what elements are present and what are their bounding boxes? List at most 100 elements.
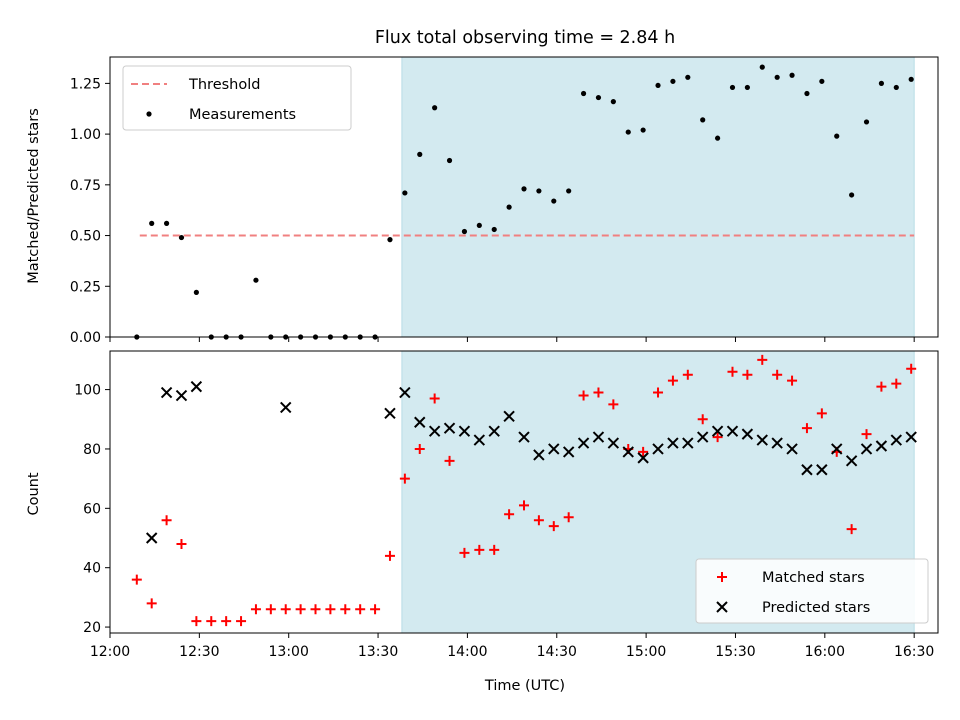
measurements-point	[595, 94, 602, 101]
measurements-point	[506, 204, 512, 210]
x-axis-label: Time (UTC)	[484, 678, 565, 694]
y-tick-label: 0.75	[70, 178, 101, 194]
legend-box	[122, 65, 352, 131]
matched-stars-point	[176, 538, 187, 549]
predicted-stars-point	[831, 443, 843, 455]
y-tick-label: 40	[83, 561, 101, 577]
matched-stars-point	[399, 473, 410, 484]
predicted-stars-point	[414, 416, 426, 428]
measurements-point	[402, 190, 408, 196]
matched-stars-point	[712, 432, 723, 443]
predicted-stars-point	[890, 434, 903, 446]
predicted-stars-point	[384, 407, 396, 420]
bottom-panel-counts: 20 40 60 80 100 12:00 12:30 13:00 13:30 14:00 14:3…	[74, 350, 939, 660]
legend: Threshold Measurements	[122, 65, 352, 131]
predicted-stars-point	[622, 446, 634, 458]
predicted-stars-point	[562, 446, 575, 458]
predicted-stars-point	[741, 428, 754, 440]
predicted-stars-point	[533, 449, 545, 461]
matched-stars-point	[504, 509, 515, 520]
y-tick-label: 1.00	[70, 127, 101, 143]
measurements-point	[163, 220, 170, 226]
predicted-stars-point	[607, 437, 620, 449]
predicted-stars-point	[771, 437, 783, 449]
predicted-stars-point	[637, 452, 649, 464]
y-tick-label: 100	[74, 383, 101, 399]
measurements-point	[610, 99, 616, 105]
matched-stars-point	[891, 378, 902, 389]
y-tick-label: 0.50	[70, 229, 101, 245]
measurements-point	[819, 78, 825, 84]
predicted-stars-point	[756, 434, 768, 446]
predicted-stars-point	[428, 425, 441, 437]
measurements-point	[729, 84, 736, 91]
matched-stars-point	[250, 604, 261, 615]
measurements-point	[700, 117, 706, 123]
matched-stars-point	[444, 455, 455, 466]
shaded-observing-span	[401, 56, 915, 338]
measurements-point	[387, 237, 393, 243]
matched-stars-point	[519, 500, 529, 511]
measurements-point	[893, 84, 899, 91]
measurements-point	[625, 129, 631, 135]
matched-stars-point	[787, 375, 798, 386]
measurements-point	[461, 228, 468, 235]
measurements-point	[491, 226, 497, 233]
measurements-point	[566, 188, 572, 194]
measurements-point	[178, 234, 185, 241]
matched-stars-point	[191, 616, 202, 627]
x-tick-label: 13:30	[358, 644, 398, 660]
matched-stars-legend-label: Matched stars	[762, 570, 865, 586]
predicted-stars-point	[905, 431, 917, 443]
matched-stars-point	[221, 616, 232, 627]
predicted-stars-point	[280, 401, 292, 414]
y-tick-label: 0.25	[70, 279, 101, 295]
measurements-point	[714, 135, 721, 141]
measurements-point	[878, 80, 885, 86]
x-tick-label: 12:00	[90, 644, 130, 660]
predicted-stars-point	[443, 422, 456, 434]
predicted-stars-point	[726, 425, 739, 437]
plot-frame	[109, 56, 939, 338]
matched-stars-point	[653, 387, 664, 398]
matched-stars-point	[146, 598, 157, 609]
measurements-point	[193, 289, 199, 295]
measurements-legend-label: Measurements	[189, 107, 296, 123]
measurements-point	[551, 198, 557, 204]
matched-stars-point	[816, 408, 827, 419]
measurements-point	[521, 186, 527, 192]
measurements-point	[849, 192, 855, 198]
matched-stars-point	[310, 604, 321, 615]
predicted-stars-point	[816, 464, 828, 476]
predicted-stars-point	[518, 431, 530, 443]
matched-stars-point	[727, 366, 738, 377]
matched-stars-point	[638, 446, 649, 457]
matched-stars-point	[861, 429, 872, 440]
predicted-stars-point	[458, 425, 471, 437]
matched-stars-point	[489, 544, 500, 555]
matched-stars-point	[697, 414, 708, 425]
predicted-stars-point	[548, 443, 560, 455]
predicted-stars-point	[845, 455, 858, 467]
top-y-axis-label: Matched/Predicted stars	[26, 108, 42, 284]
matched-stars-point	[340, 604, 351, 615]
x-tick-label: 13:00	[269, 644, 309, 660]
predicted-stars-point	[592, 431, 605, 443]
predicted-stars-point	[696, 431, 709, 443]
measurements-point	[789, 72, 795, 78]
threshold-legend-label: Threshold	[188, 77, 260, 93]
matched-stars-point	[757, 354, 768, 365]
predicted-stars-point	[860, 443, 873, 455]
measurements-point	[476, 222, 482, 229]
x-tick-label: 14:00	[447, 644, 487, 660]
predicted-stars-point	[399, 386, 411, 399]
matched-stars-point	[206, 616, 217, 627]
matched-stars-point	[474, 544, 485, 555]
predicted-stars-point	[190, 380, 203, 393]
y-tick-label: 1.25	[70, 76, 101, 92]
matched-stars-point	[667, 375, 678, 386]
predicted-stars-point	[682, 437, 694, 449]
y-tick-label: 0.00	[70, 330, 101, 346]
measurements-point	[863, 119, 870, 125]
predicted-stars-point	[667, 437, 679, 449]
